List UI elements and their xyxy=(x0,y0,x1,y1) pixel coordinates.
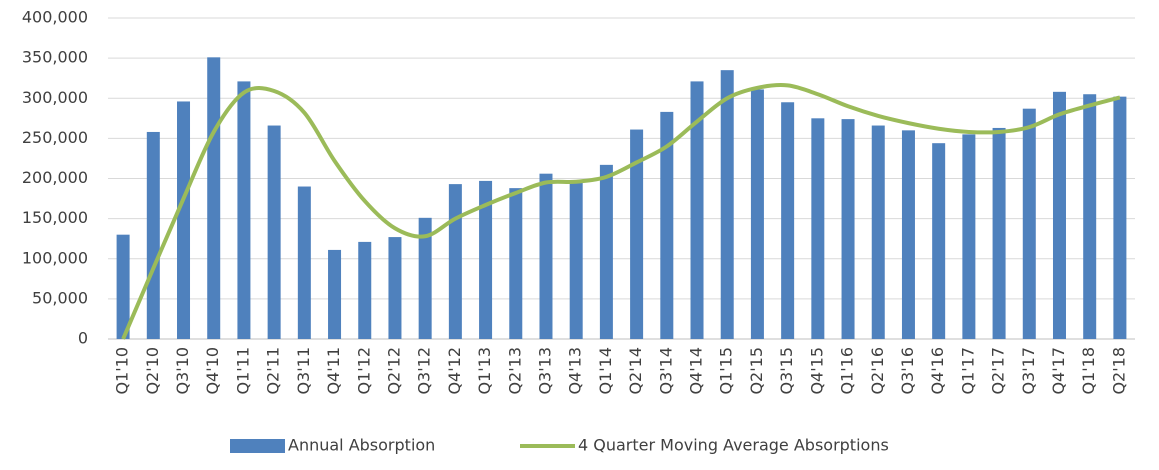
x-tick-label: Q1'13 xyxy=(475,347,494,395)
legend-label: Annual Absorption xyxy=(288,436,435,455)
x-tick-label: Q4'12 xyxy=(445,347,464,395)
x-tick-label: Q2'16 xyxy=(868,347,887,395)
x-tick-label: Q1'11 xyxy=(233,347,252,395)
x-tick-label: Q2'15 xyxy=(747,347,766,395)
legend-label: 4 Quarter Moving Average Absorptions xyxy=(578,436,889,455)
bar xyxy=(1022,108,1036,340)
x-tick-label: Q1'16 xyxy=(838,347,857,395)
x-tick-label: Q4'11 xyxy=(324,347,343,395)
x-tick-label: Q2'18 xyxy=(1109,347,1128,395)
x-tick-label: Q1'10 xyxy=(113,347,132,395)
y-tick-label: 250,000 xyxy=(22,128,88,147)
x-tick-label: Q1'17 xyxy=(958,347,977,395)
bar xyxy=(1083,94,1097,339)
bar xyxy=(811,118,825,339)
y-tick-label: 150,000 xyxy=(22,208,88,227)
x-tick-label: Q2'12 xyxy=(384,347,403,395)
bar xyxy=(871,125,885,339)
y-tick-label: 200,000 xyxy=(22,168,88,187)
bar xyxy=(901,130,915,339)
bar xyxy=(720,70,734,339)
x-tick-label: Q2'10 xyxy=(143,347,162,395)
bar xyxy=(690,81,704,340)
bar xyxy=(569,181,583,339)
bar xyxy=(539,173,553,339)
x-tick-label: Q1'18 xyxy=(1079,347,1098,395)
bar xyxy=(599,164,613,339)
x-tick-label: Q3'10 xyxy=(173,347,192,395)
bar xyxy=(267,125,281,339)
bar xyxy=(146,131,160,339)
bar xyxy=(418,217,432,339)
bar xyxy=(660,111,674,339)
bar xyxy=(328,249,342,339)
bar xyxy=(509,188,523,339)
x-tick-label: Q1'14 xyxy=(596,347,615,395)
bar xyxy=(388,237,402,339)
x-tick-label: Q4'13 xyxy=(566,347,585,395)
bar xyxy=(1113,96,1127,340)
bar xyxy=(177,101,191,340)
x-tick-label: Q2'11 xyxy=(264,347,283,395)
bar xyxy=(630,129,644,339)
bar xyxy=(750,89,764,339)
x-tick-label: Q1'15 xyxy=(717,347,736,395)
x-tick-label: Q4'17 xyxy=(1049,347,1068,395)
y-tick-label: 50,000 xyxy=(32,288,88,307)
x-tick-label: Q2'13 xyxy=(505,347,524,395)
x-tick-label: Q3'11 xyxy=(294,347,313,395)
x-tick-label: Q3'13 xyxy=(535,347,554,395)
bar xyxy=(992,127,1006,339)
bar xyxy=(237,81,251,340)
y-tick-label: 0 xyxy=(78,329,88,348)
x-tick-label: Q3'14 xyxy=(656,347,675,395)
x-tick-label: Q2'14 xyxy=(626,347,645,395)
bar xyxy=(207,57,221,339)
x-tick-label: Q4'14 xyxy=(687,347,706,395)
y-tick-label: 350,000 xyxy=(22,48,88,67)
y-tick-label: 300,000 xyxy=(22,88,88,107)
bar xyxy=(116,234,130,339)
x-tick-label: Q3'17 xyxy=(1019,347,1038,395)
bar xyxy=(1052,91,1066,339)
x-tick-label: Q3'16 xyxy=(898,347,917,395)
bar xyxy=(962,134,976,339)
x-tick-label: Q4'15 xyxy=(807,347,826,395)
legend-swatch xyxy=(230,439,285,453)
line xyxy=(121,83,1121,340)
x-tick-label: Q3'15 xyxy=(777,347,796,395)
bar xyxy=(448,184,462,339)
x-tick-label: Q2'17 xyxy=(989,347,1008,395)
x-tick-label: Q4'10 xyxy=(203,347,222,395)
bar xyxy=(297,186,311,339)
x-tick-label: Q1'12 xyxy=(354,347,373,395)
bar xyxy=(932,143,946,339)
y-tick-label: 400,000 xyxy=(22,8,88,27)
bar xyxy=(479,180,493,339)
y-tick-label: 100,000 xyxy=(22,248,88,267)
x-tick-label: Q4'16 xyxy=(928,347,947,395)
bar xyxy=(841,119,855,340)
bar xyxy=(781,102,795,339)
bar xyxy=(358,241,372,339)
x-tick-label: Q3'12 xyxy=(415,347,434,395)
